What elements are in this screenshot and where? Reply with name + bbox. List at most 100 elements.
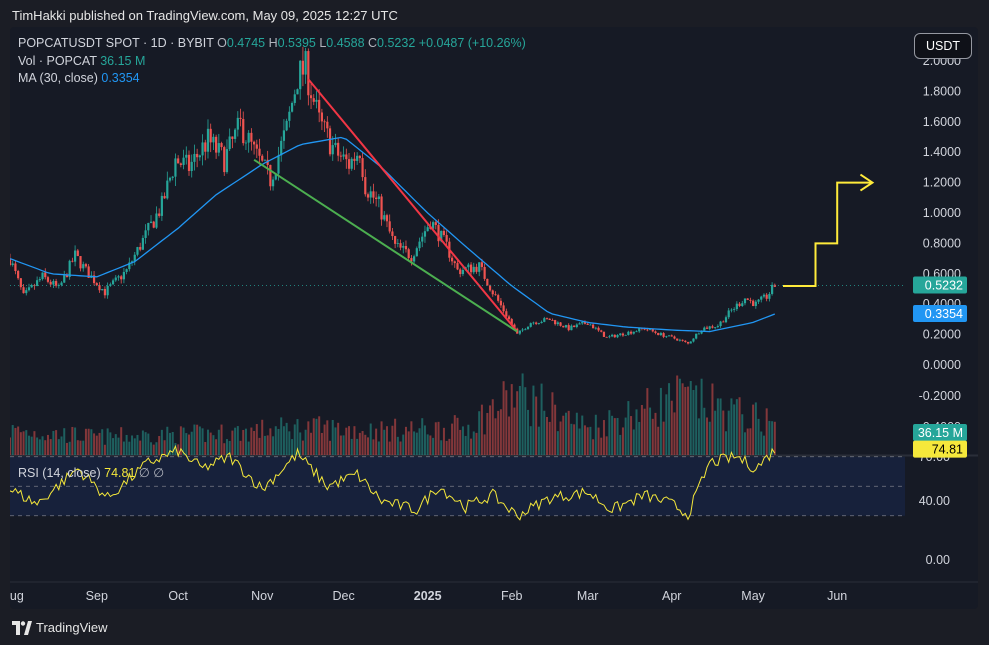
candle-body	[423, 231, 427, 237]
rsi-tick-label: 40.00	[919, 494, 950, 508]
candle-body	[768, 293, 771, 299]
volume-bar	[55, 430, 58, 455]
volume-bar	[206, 429, 209, 455]
candle-body	[193, 153, 196, 162]
volume-bar	[583, 425, 586, 455]
candle-body	[651, 328, 654, 332]
candle-body	[361, 158, 364, 178]
projection-arrowhead	[859, 173, 875, 192]
time-tick-label: Mar	[577, 589, 599, 603]
candle-body	[505, 311, 508, 317]
candle-body	[41, 272, 44, 280]
candle-body	[472, 266, 475, 273]
candle-body	[166, 180, 169, 199]
volume-bar	[323, 424, 326, 455]
volume-bar	[95, 435, 98, 455]
time-tick-label: Oct	[168, 589, 188, 603]
candle-body	[486, 278, 489, 286]
candle-body	[331, 145, 334, 155]
volume-bar	[556, 431, 559, 455]
candle-body	[724, 317, 728, 323]
volume-bar	[372, 439, 375, 455]
volume-bar	[608, 410, 611, 455]
candle-body	[545, 318, 549, 319]
volume-bar	[225, 439, 228, 455]
candle-body	[82, 264, 85, 269]
volume-bar	[174, 443, 177, 455]
volume-bar	[475, 432, 478, 455]
candle-body	[673, 336, 676, 339]
volume-bar	[348, 426, 351, 455]
chart-frame[interactable]: 0.0000 0.2000 0.8000 1.0000 1.2000 1.4000 1.60…	[10, 27, 978, 609]
volume-bar	[619, 434, 622, 455]
volume-bar	[150, 442, 153, 455]
volume-bar	[578, 428, 581, 455]
candle-body	[507, 316, 511, 320]
volume-bar	[616, 417, 619, 455]
volume-bar	[711, 383, 714, 455]
volume-bar	[169, 432, 172, 455]
volume-bar	[529, 426, 532, 455]
candle-body	[76, 250, 79, 257]
candle-body	[491, 290, 494, 295]
volume-bar	[434, 422, 437, 455]
candle-body	[92, 275, 96, 284]
price-chart[interactable]: 0.0000 0.2000 0.8000 1.0000 1.2000 1.4000 1.60…	[10, 27, 978, 609]
candle-body	[741, 303, 744, 306]
volume-bar	[63, 428, 66, 455]
volume-bar	[261, 419, 264, 455]
volume-bar	[602, 420, 605, 455]
candle-body	[44, 272, 47, 278]
candle-body	[752, 300, 755, 307]
candle-body	[339, 155, 342, 157]
candle-body	[727, 310, 730, 318]
volume-bar	[11, 425, 14, 455]
volume-bar	[326, 420, 329, 455]
volume-bar	[190, 431, 193, 455]
volume-bar	[296, 419, 299, 455]
candle-body	[488, 285, 492, 291]
volume-bar	[109, 432, 112, 455]
footer-brand[interactable]: TradingView	[12, 620, 108, 635]
volume-bar	[429, 435, 432, 455]
volume-bar	[535, 396, 538, 455]
candle-body	[223, 147, 226, 173]
volume-bar	[630, 416, 633, 455]
volume-bar	[564, 412, 567, 455]
volume-bar	[483, 434, 486, 455]
candle-body	[570, 325, 573, 331]
volume-bar	[635, 409, 638, 455]
volume-bar	[486, 412, 489, 455]
volume-bar	[402, 434, 405, 455]
volume-bar	[453, 415, 456, 455]
volume-bar	[185, 433, 188, 455]
price-tick-label: 1.6000	[923, 115, 961, 129]
candle-body	[185, 154, 188, 158]
volume-bar	[274, 426, 277, 455]
currency-button[interactable]: USDT	[914, 33, 972, 59]
volume-bar	[377, 441, 380, 455]
volume-bar	[719, 398, 722, 455]
volume-bar	[193, 424, 196, 455]
candle-body	[383, 215, 386, 220]
volume-bar	[247, 441, 250, 455]
volume-bar	[367, 437, 369, 455]
volume-bar	[532, 385, 535, 455]
candle-body	[55, 281, 58, 286]
ma-line	[10, 136, 776, 333]
volume-bar	[771, 421, 774, 455]
candle-body	[510, 319, 513, 325]
rsi-extra: ∅ ∅	[138, 466, 165, 480]
volume-bar	[79, 440, 82, 455]
volume-bar	[627, 401, 630, 455]
candle-body	[318, 99, 321, 113]
candle-body	[158, 213, 161, 216]
volume-bar	[329, 440, 332, 455]
volume-bar	[716, 398, 719, 455]
symbol-label: POPCATUSDT SPOT · 1D · BYBIT	[18, 36, 214, 50]
volume-bar	[171, 431, 174, 455]
volume-bar	[567, 410, 570, 455]
volume-bar	[87, 428, 90, 455]
volume-bar	[380, 421, 383, 455]
volume-bar	[60, 436, 63, 455]
